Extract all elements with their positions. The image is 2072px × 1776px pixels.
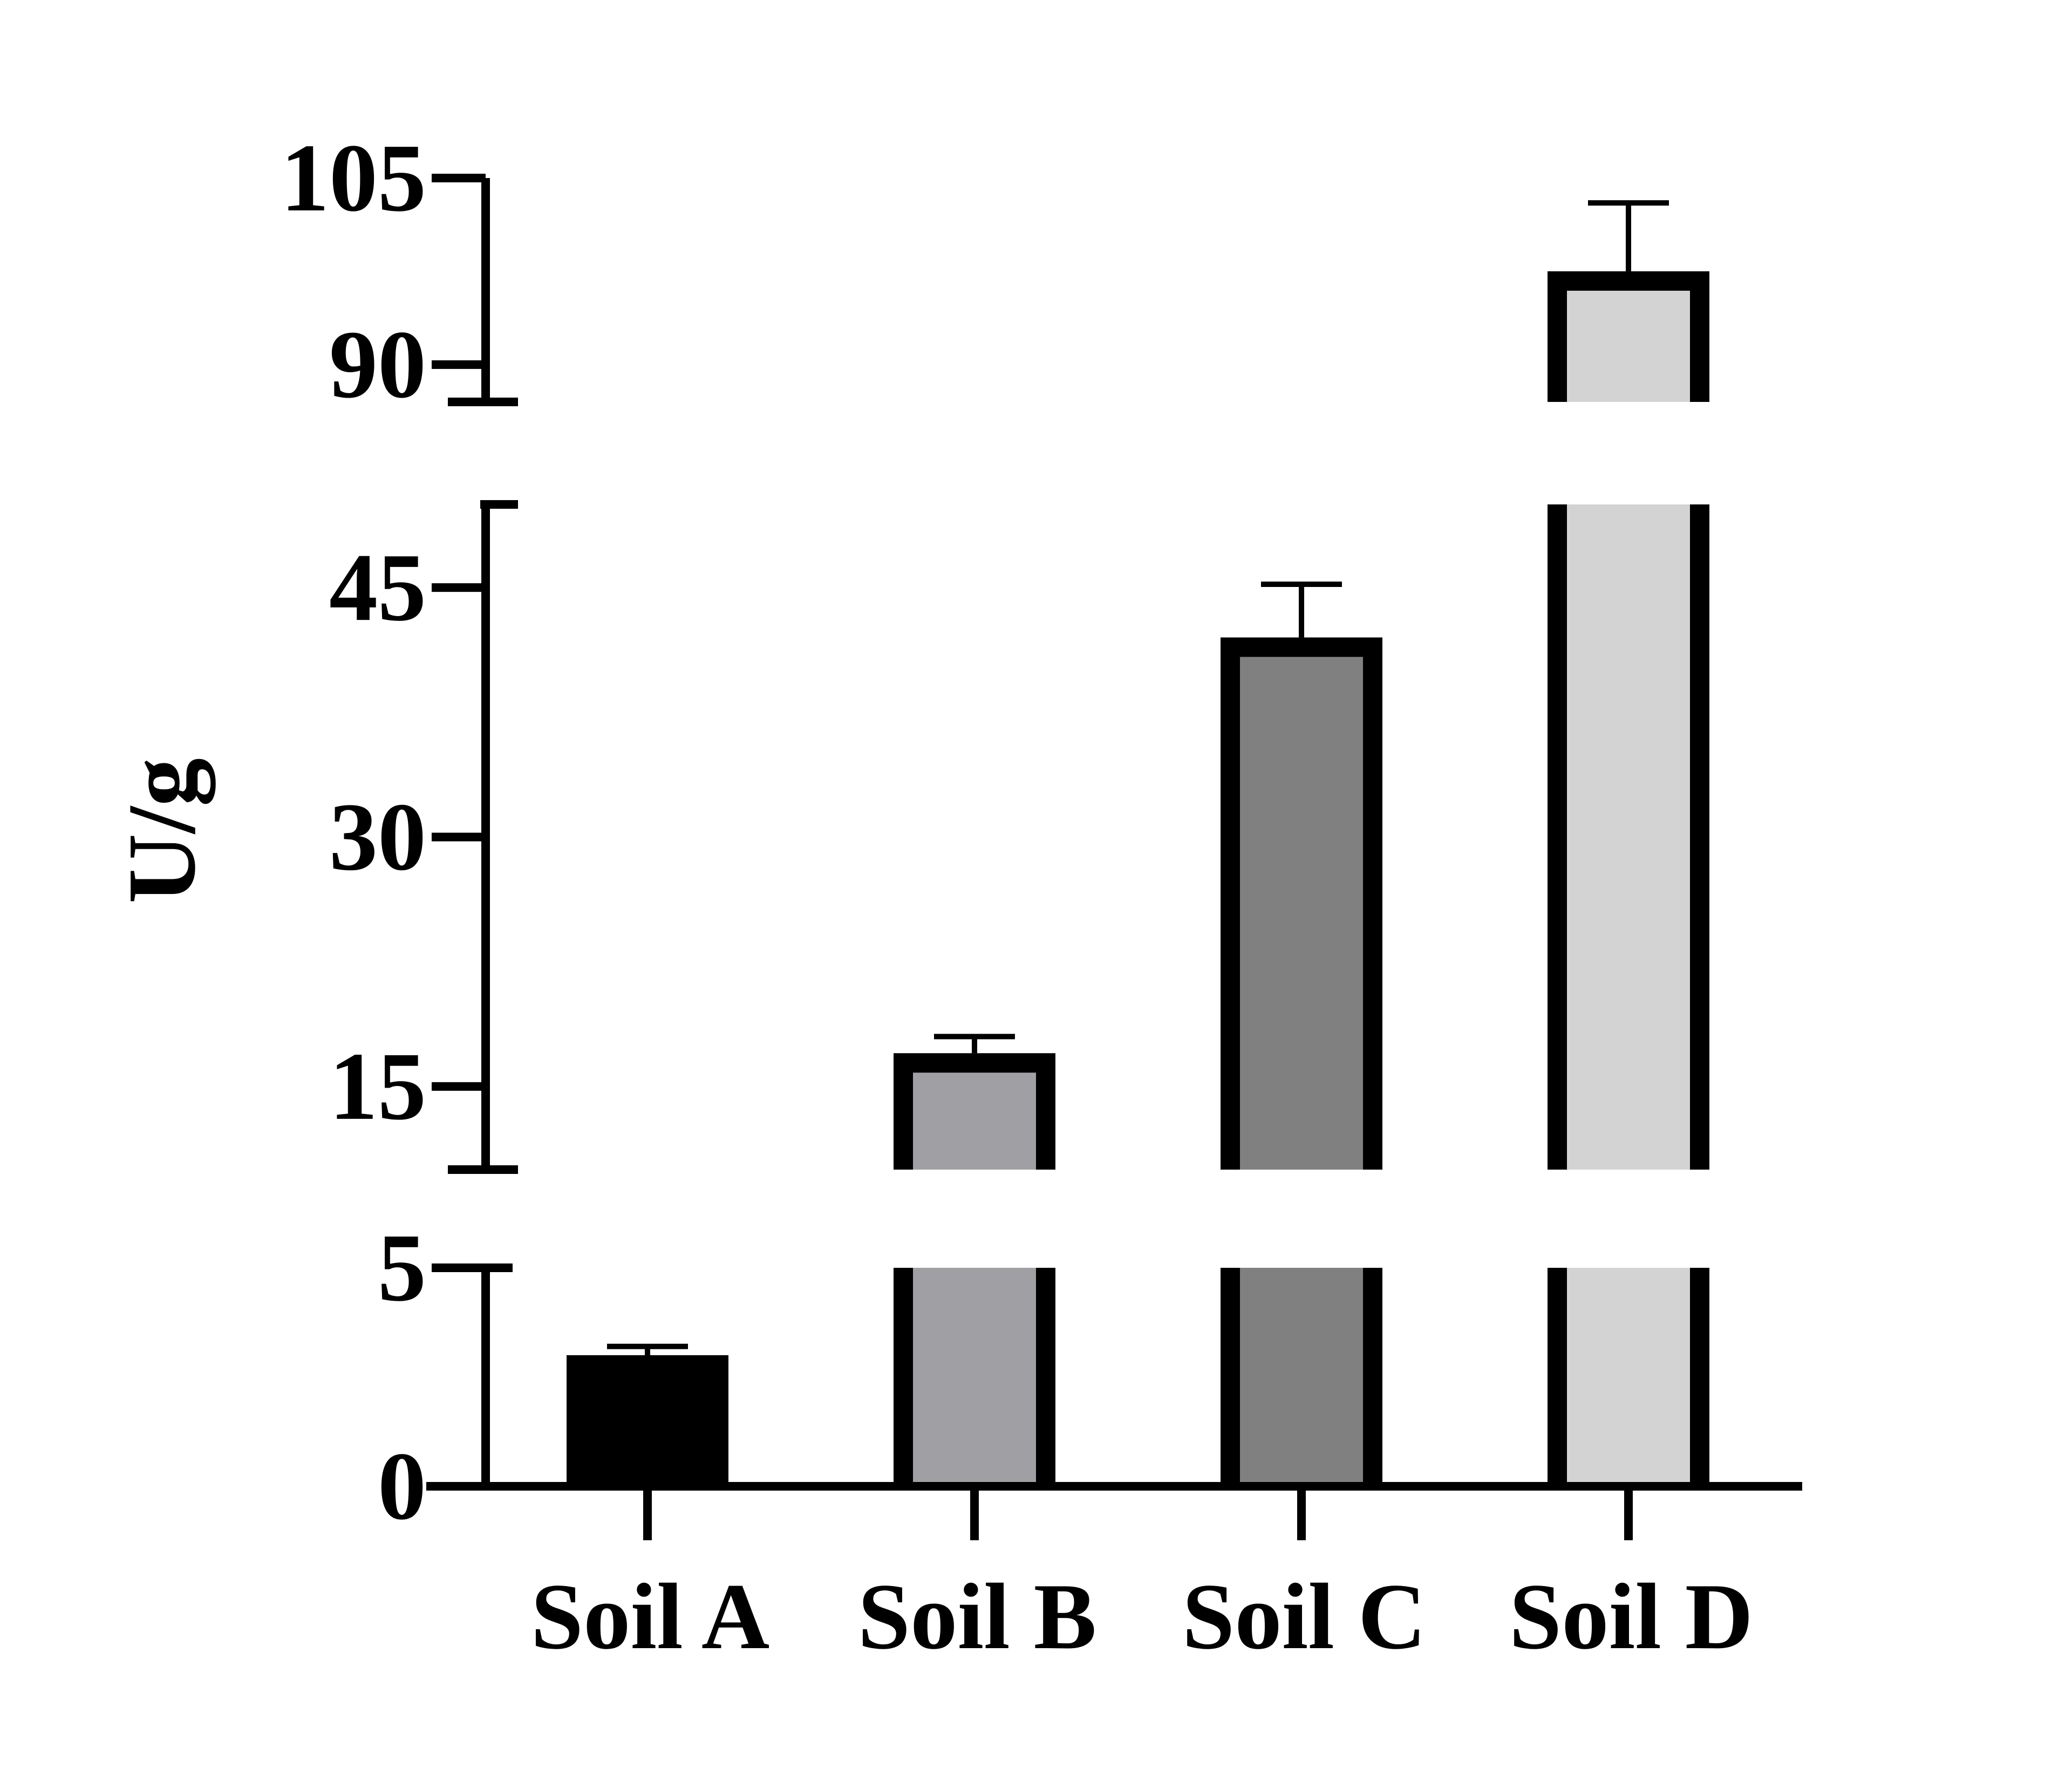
bar	[1548, 1268, 1709, 1486]
bars	[567, 200, 1709, 1486]
y-tick-label: 5	[378, 1214, 426, 1321]
y-tick-label: 45	[329, 534, 426, 641]
y-tick-label: 90	[329, 311, 426, 418]
bar	[1548, 504, 1709, 1170]
bar	[1221, 637, 1382, 1170]
y-tick-label: 0	[378, 1432, 426, 1540]
y-tick-label: 105	[281, 124, 426, 231]
bar-outline	[894, 1053, 1055, 1170]
bar	[894, 1268, 1055, 1486]
y-axis: 0 5 15 30 45 90 105	[281, 124, 518, 1540]
bar-outline	[1548, 271, 1709, 402]
y-tick-label: 15	[329, 1033, 426, 1140]
x-tick-label: Soil C	[1182, 1564, 1426, 1669]
x-axis: Soil A Soil B Soil C Soil D	[426, 1482, 1802, 1669]
y-axis-title: U/g	[108, 758, 216, 904]
x-tick-label: Soil B	[858, 1564, 1097, 1669]
bar	[1221, 1268, 1382, 1486]
x-tick-label: Soil A	[531, 1564, 770, 1669]
bar	[1548, 271, 1709, 402]
y-tick-label: 30	[329, 783, 426, 891]
x-tick-label: Soil D	[1509, 1564, 1753, 1669]
bar-outline	[1221, 637, 1382, 1170]
bar	[567, 1355, 728, 1486]
